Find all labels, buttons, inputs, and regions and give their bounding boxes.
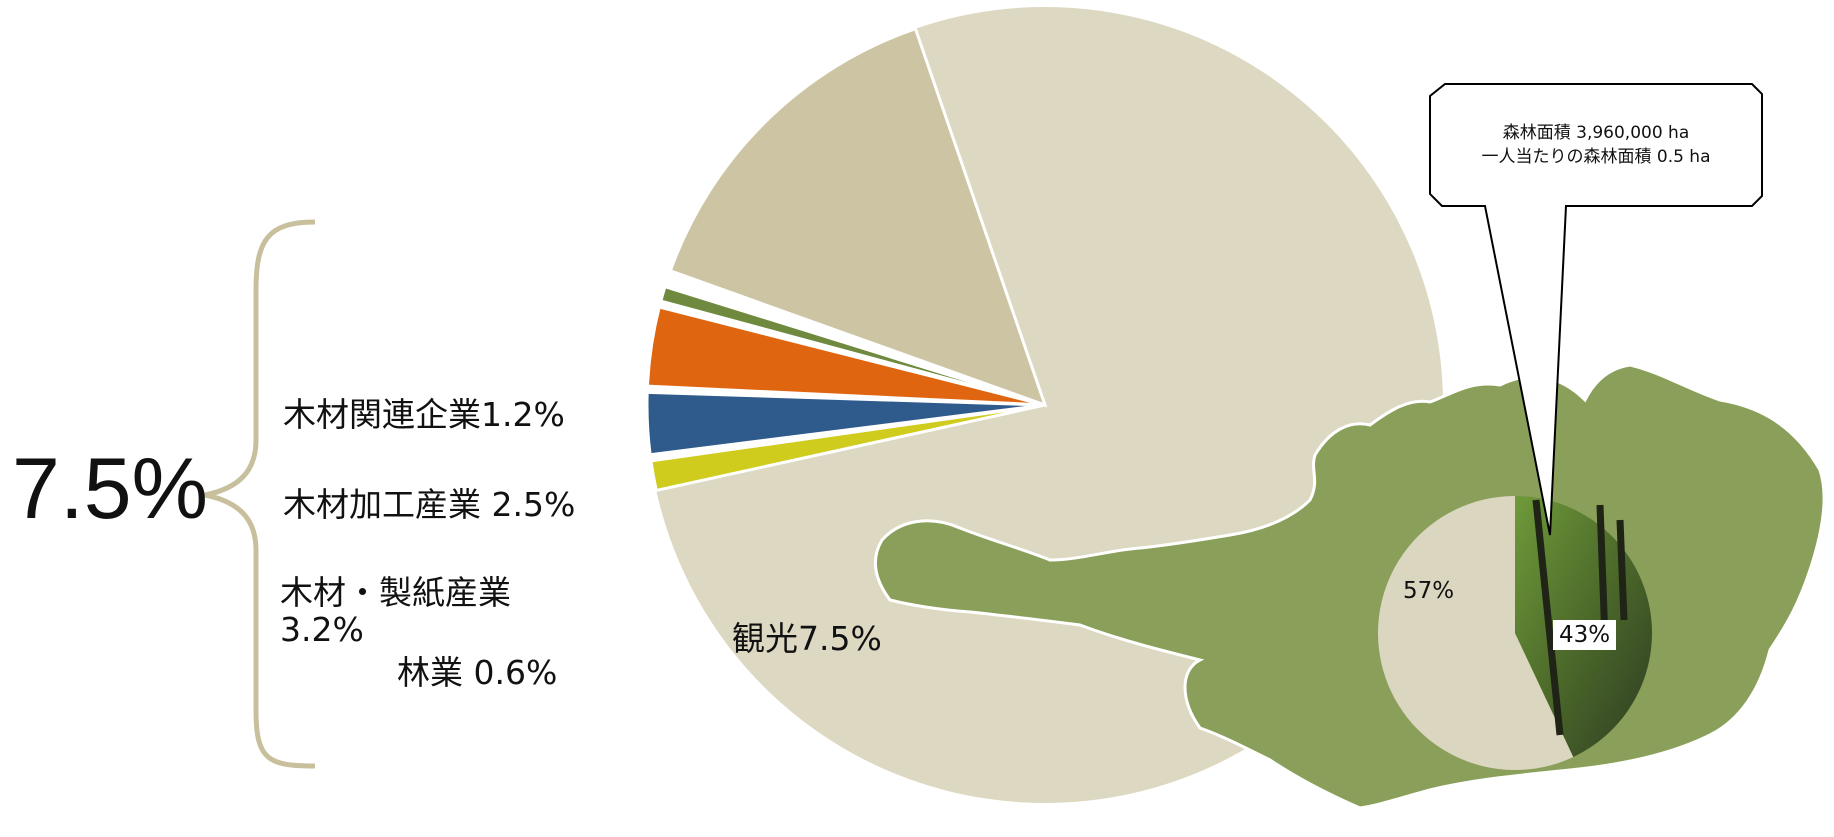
pie-slice-tourism	[668, 26, 1048, 408]
small-pie-label-43: 43%	[1553, 620, 1617, 650]
bracket-brace	[204, 219, 316, 769]
total-percentage: 7.5%	[12, 441, 209, 537]
small-pie-slice-57	[1378, 496, 1574, 770]
callout-line-forest-area: 森林面積 3,960,000 ha	[1502, 123, 1690, 143]
pie-slice-wood-paper	[645, 305, 1046, 407]
label-wood-related: 木材関連企業1.2%	[283, 395, 565, 434]
label-tourism: 観光7.5%	[732, 619, 882, 658]
pie-slice-wood-processing	[645, 390, 1046, 457]
label-wood-processing: 木材加工産業 2.5%	[283, 485, 576, 524]
callout-bubble	[1429, 83, 1763, 536]
label-wood-paper: 木材・製紙産業	[280, 573, 511, 612]
label-wood-paper-value: 3.2%	[280, 610, 364, 649]
small-pie-label-57: 57%	[1403, 578, 1455, 604]
forest-trees-icon	[1532, 499, 1628, 736]
callout-line-per-capita: 一人当たりの森林面積 0.5 ha	[1481, 147, 1711, 167]
pie-slice-forestry	[658, 284, 1046, 407]
forest-area-callout: 森林面積 3,960,000 ha 一人当たりの森林面積 0.5 ha	[1432, 86, 1760, 204]
label-forestry: 林業 0.6%	[397, 653, 558, 692]
pie-slice-wood-related	[649, 403, 1046, 493]
